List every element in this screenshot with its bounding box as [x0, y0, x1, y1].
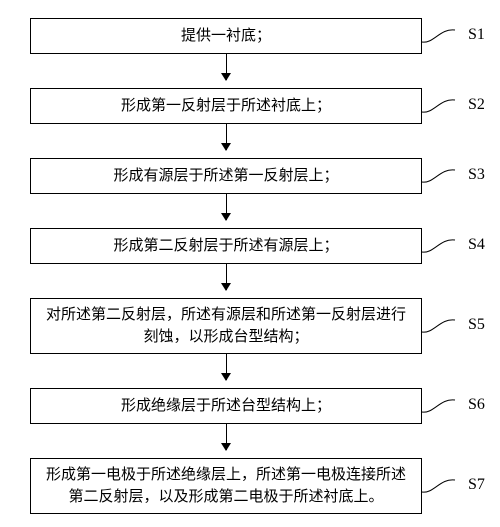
step-label-s6: S6 — [468, 396, 485, 414]
arrow-s6-s7 — [226, 424, 227, 450]
step-label-s7: S7 — [468, 476, 485, 494]
brace-s4 — [422, 234, 459, 258]
step-box-s2: 形成第一反射层于所述衬底上； — [30, 88, 422, 124]
flowchart-canvas: 提供一衬底； S1 形成第一反射层于所述衬底上； S2 形成有源层于所述第一反射层上； S… — [0, 0, 500, 527]
step-box-s4: 形成第二反射层于所述有源层上； — [30, 228, 422, 264]
step-label-s1: S1 — [468, 26, 485, 44]
step-box-s7: 形成第一电极于所述绝缘层上，所述第一电极连接所述第二反射层，以及形成第二电极于所… — [30, 458, 422, 514]
brace-s3 — [422, 164, 459, 188]
arrow-s2-s3 — [226, 124, 227, 150]
arrow-s3-s4 — [226, 194, 227, 220]
brace-s6 — [422, 394, 459, 418]
step-label-s5: S5 — [468, 316, 485, 334]
brace-s1 — [422, 24, 459, 48]
brace-s2 — [422, 94, 459, 118]
arrow-s4-s5 — [226, 264, 227, 290]
step-box-s3: 形成有源层于所述第一反射层上； — [30, 158, 422, 194]
step-label-s4: S4 — [468, 236, 485, 254]
arrow-s1-s2 — [226, 54, 227, 80]
step-box-s6: 形成绝缘层于所述台型结构上； — [30, 388, 422, 424]
brace-s5 — [422, 314, 459, 338]
step-box-s5: 对所述第二反射层，所述有源层和所述第一反射层进行刻蚀，以形成台型结构； — [30, 298, 422, 354]
arrow-s5-s6 — [226, 354, 227, 380]
brace-s7 — [422, 474, 459, 498]
step-box-s1: 提供一衬底； — [30, 18, 422, 54]
step-label-s3: S3 — [468, 166, 485, 184]
step-label-s2: S2 — [468, 96, 485, 114]
